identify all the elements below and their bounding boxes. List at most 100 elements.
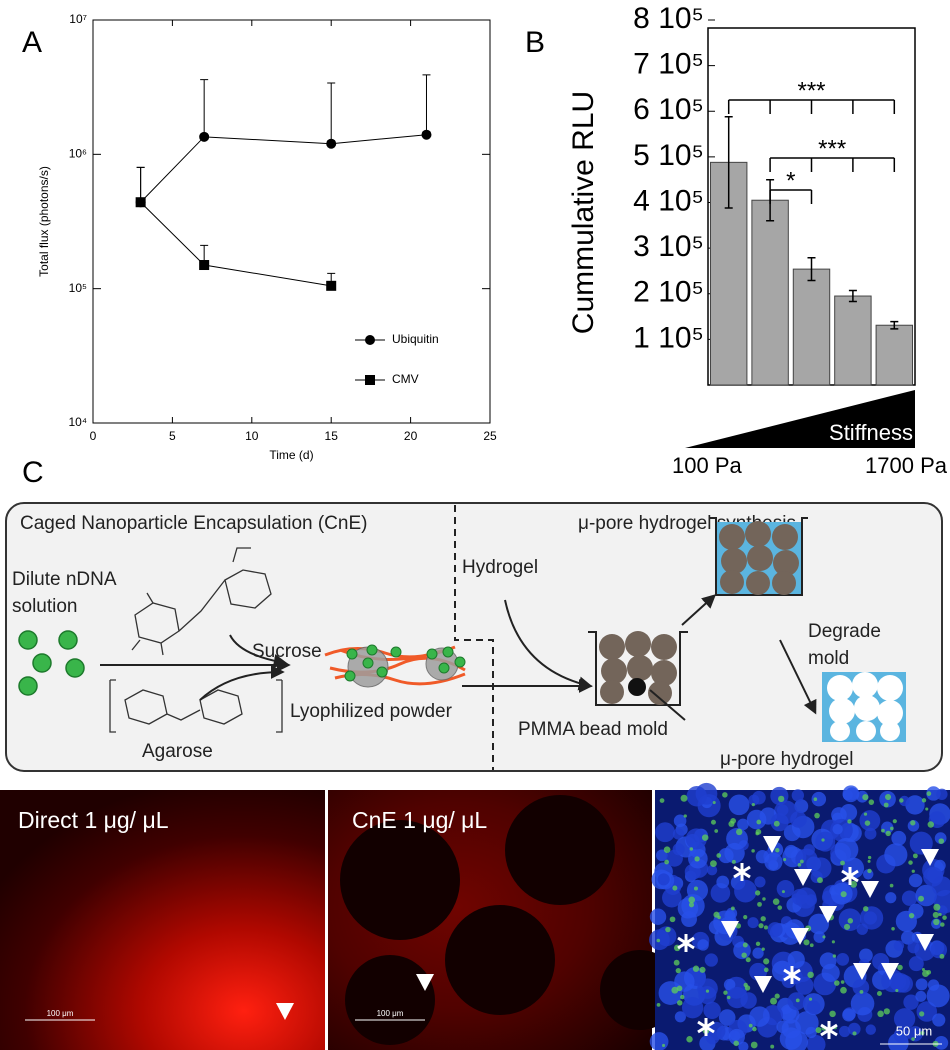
signal (926, 791, 932, 796)
line (140, 134, 427, 203)
signal (763, 925, 768, 930)
nucleus (811, 791, 827, 807)
significance-label: * (786, 167, 795, 194)
y-tick-label: 1 10⁵ (633, 321, 704, 354)
signal (922, 970, 930, 978)
y-tick-label: 10⁶ (69, 147, 87, 161)
nucleus (718, 847, 734, 864)
signal (741, 952, 747, 958)
nucleus (707, 1021, 726, 1041)
nucleus (749, 1006, 770, 1027)
nucleus (718, 1009, 736, 1026)
arrow (779, 639, 817, 715)
x-tick-label: 10 (245, 429, 259, 443)
signal (940, 922, 945, 927)
signal (840, 980, 845, 984)
nucleus (893, 1008, 916, 1030)
signal (862, 794, 869, 801)
signal (815, 1027, 822, 1034)
signal (751, 849, 755, 853)
signal (831, 940, 835, 944)
arrowhead (791, 928, 809, 945)
signal (755, 890, 761, 896)
nucleus (838, 1025, 851, 1038)
error-bar (848, 289, 857, 303)
signal (847, 819, 852, 824)
micrograph-label: CnE 1 μg/ μL (352, 807, 487, 833)
signal (921, 967, 925, 972)
signal (675, 967, 681, 974)
signal (899, 798, 904, 803)
signal (761, 947, 765, 951)
signal (763, 967, 769, 973)
signal (694, 856, 700, 862)
signal (781, 890, 785, 894)
signal (850, 880, 858, 888)
signal (677, 1000, 683, 1006)
scale-label: 100 μm (47, 1009, 74, 1018)
nucleus (754, 876, 766, 888)
pores (340, 795, 680, 1045)
nucleus (795, 1011, 819, 1035)
signal (688, 902, 695, 908)
nucleus (686, 879, 709, 901)
signal (774, 993, 780, 999)
signal (867, 859, 871, 863)
nucleus (916, 1001, 938, 1022)
signal (933, 903, 941, 911)
signal (735, 828, 743, 836)
signal (757, 901, 762, 907)
nucleus (915, 978, 928, 991)
signal (840, 860, 845, 866)
signal (760, 916, 766, 922)
legend-marker (365, 335, 375, 345)
signal (942, 915, 947, 920)
nucleus (770, 813, 789, 832)
nucleus (726, 827, 748, 850)
y-tick-label: 7 10⁵ (633, 48, 704, 81)
nucleus (723, 978, 736, 991)
signal (920, 1031, 925, 1035)
nucleus (848, 1022, 861, 1036)
significance-bracket (727, 99, 896, 114)
signal (807, 971, 814, 979)
signal (821, 838, 825, 842)
nucleus (791, 789, 805, 802)
x-tick-label: 5 (169, 429, 176, 443)
nucleus (832, 824, 843, 835)
panel-label: B (525, 26, 545, 59)
signal (933, 918, 940, 926)
signal (713, 911, 720, 918)
nucleus (790, 811, 807, 828)
signal (712, 800, 716, 805)
panel-label: C (22, 456, 44, 489)
signal (808, 997, 813, 1001)
marker (326, 280, 337, 291)
nucleus (791, 888, 809, 906)
error-bar (422, 74, 431, 135)
signal (892, 819, 897, 824)
label: Sucrose (252, 641, 322, 662)
signal (671, 986, 679, 994)
signal (689, 847, 694, 851)
error-bar (136, 166, 145, 203)
signal (921, 798, 927, 803)
signal (843, 923, 851, 930)
nucleus (806, 1000, 821, 1015)
signal (799, 859, 804, 864)
y-axis-label: Cummulative RLU (567, 91, 600, 334)
y-tick-label: 10⁷ (69, 12, 87, 26)
signal (919, 1011, 925, 1017)
gradient-end: 1700 Pa (865, 453, 948, 478)
signal (773, 820, 780, 827)
signal (758, 923, 764, 929)
signal (663, 846, 671, 854)
signal (755, 831, 760, 836)
nucleus (901, 890, 918, 906)
signal (756, 819, 762, 825)
nucleus (752, 790, 766, 805)
nucleus (927, 979, 940, 991)
nucleus (649, 1032, 669, 1050)
signal (656, 938, 661, 943)
signal (722, 792, 728, 798)
